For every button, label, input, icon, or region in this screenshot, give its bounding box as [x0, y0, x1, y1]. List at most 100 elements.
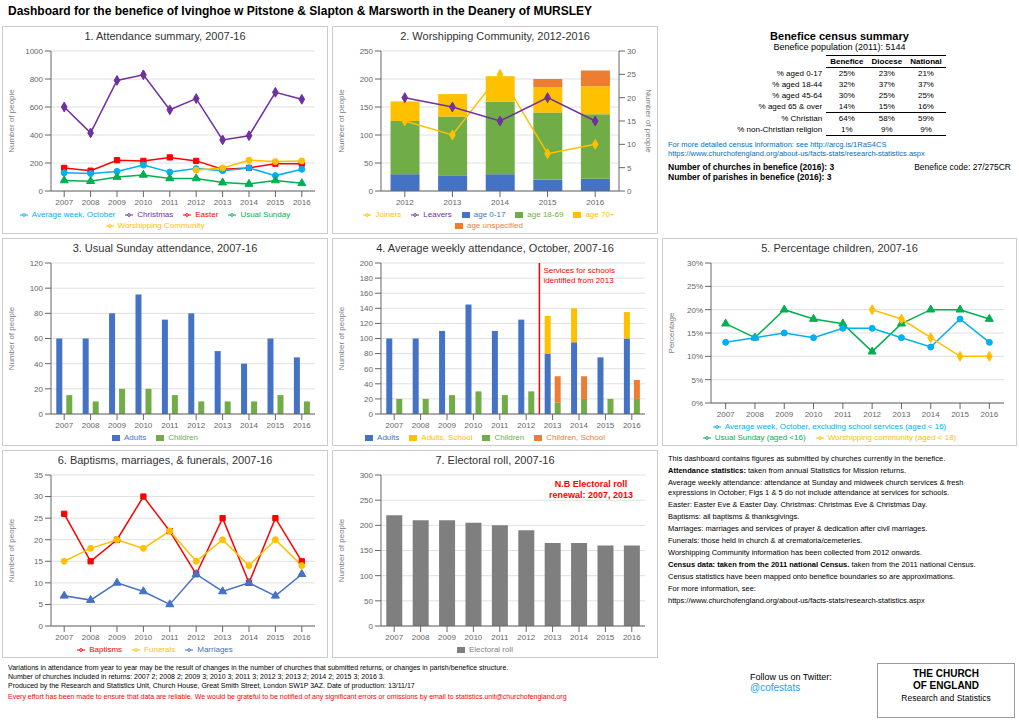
- svg-text:2007: 2007: [55, 633, 73, 642]
- svg-text:0: 0: [39, 622, 44, 631]
- svg-text:2008: 2008: [412, 633, 430, 642]
- svg-text:2010: 2010: [805, 410, 823, 419]
- svg-text:50: 50: [364, 159, 373, 168]
- svg-text:15: 15: [627, 117, 636, 126]
- svg-text:15: 15: [34, 557, 43, 566]
- svg-text:250: 250: [360, 47, 374, 56]
- svg-text:10: 10: [627, 140, 636, 149]
- svg-text:2015: 2015: [267, 633, 285, 642]
- svg-text:2012: 2012: [187, 421, 205, 430]
- svg-text:2014: 2014: [570, 633, 588, 642]
- svg-text:100: 100: [360, 131, 374, 140]
- svg-text:250: 250: [360, 496, 374, 505]
- svg-text:20: 20: [34, 385, 43, 394]
- svg-text:2008: 2008: [82, 421, 100, 430]
- svg-text:25: 25: [627, 70, 636, 79]
- svg-text:2009: 2009: [108, 421, 126, 430]
- svg-text:200: 200: [360, 75, 374, 84]
- svg-text:160: 160: [360, 289, 374, 298]
- svg-text:50: 50: [364, 597, 373, 606]
- svg-text:Percentage: Percentage: [667, 312, 676, 353]
- svg-text:2010: 2010: [135, 633, 153, 642]
- svg-text:200: 200: [360, 521, 374, 530]
- svg-text:60: 60: [34, 334, 43, 343]
- svg-text:Number of people: Number of people: [7, 306, 16, 370]
- svg-text:2012: 2012: [187, 198, 205, 207]
- svg-text:2011: 2011: [161, 421, 179, 430]
- svg-text:5: 5: [627, 164, 632, 173]
- svg-text:140: 140: [360, 304, 374, 313]
- svg-text:180: 180: [360, 274, 374, 283]
- svg-text:30%: 30%: [687, 259, 703, 268]
- svg-text:2016: 2016: [623, 633, 641, 642]
- svg-text:Number of people: Number of people: [337, 89, 346, 153]
- svg-text:10: 10: [34, 579, 43, 588]
- svg-text:80: 80: [34, 309, 43, 318]
- svg-text:0: 0: [369, 187, 374, 196]
- svg-text:2011: 2011: [161, 633, 179, 642]
- svg-text:2014: 2014: [491, 198, 509, 207]
- svg-text:25: 25: [34, 514, 43, 523]
- svg-text:2013: 2013: [214, 633, 232, 642]
- svg-text:800: 800: [30, 75, 44, 84]
- svg-text:25%: 25%: [687, 282, 703, 291]
- svg-text:20: 20: [627, 94, 636, 103]
- svg-text:200: 200: [30, 159, 44, 168]
- svg-text:2013: 2013: [544, 421, 562, 430]
- svg-text:120: 120: [360, 319, 374, 328]
- svg-text:2007: 2007: [717, 410, 735, 419]
- svg-text:20: 20: [364, 395, 373, 404]
- svg-text:2014: 2014: [240, 198, 258, 207]
- svg-text:2015: 2015: [539, 198, 557, 207]
- svg-text:120: 120: [30, 259, 44, 268]
- svg-text:2008: 2008: [82, 198, 100, 207]
- svg-text:2011: 2011: [491, 633, 509, 642]
- svg-text:2011: 2011: [834, 410, 852, 419]
- svg-text:Services for schoolsidentified: Services for schoolsidentified from 2013: [543, 266, 615, 285]
- svg-text:5%: 5%: [691, 376, 703, 385]
- svg-text:Number of people: Number of people: [644, 89, 653, 153]
- svg-text:600: 600: [30, 103, 44, 112]
- svg-text:2012: 2012: [863, 410, 881, 419]
- svg-text:2015: 2015: [597, 633, 615, 642]
- svg-text:2012: 2012: [187, 633, 205, 642]
- svg-text:2016: 2016: [980, 410, 998, 419]
- svg-text:30: 30: [34, 492, 43, 501]
- svg-text:35: 35: [34, 471, 43, 480]
- svg-text:2012: 2012: [517, 633, 535, 642]
- svg-text:20: 20: [34, 536, 43, 545]
- svg-text:100: 100: [360, 334, 374, 343]
- svg-text:5: 5: [39, 600, 44, 609]
- svg-text:2011: 2011: [161, 198, 179, 207]
- svg-text:2016: 2016: [623, 421, 641, 430]
- svg-text:2016: 2016: [293, 198, 311, 207]
- svg-text:2009: 2009: [108, 633, 126, 642]
- svg-text:2016: 2016: [293, 421, 311, 430]
- svg-text:2009: 2009: [438, 633, 456, 642]
- svg-text:2013: 2013: [214, 421, 232, 430]
- svg-text:15%: 15%: [687, 329, 703, 338]
- svg-text:40: 40: [34, 360, 43, 369]
- svg-text:2016: 2016: [586, 198, 604, 207]
- svg-text:2015: 2015: [267, 421, 285, 430]
- svg-text:2010: 2010: [135, 421, 153, 430]
- svg-text:2013: 2013: [544, 633, 562, 642]
- svg-text:2010: 2010: [465, 421, 483, 430]
- svg-text:2007: 2007: [385, 421, 403, 430]
- svg-text:0%: 0%: [691, 399, 703, 408]
- svg-text:Number of people: Number of people: [337, 518, 346, 582]
- svg-text:30: 30: [627, 47, 636, 56]
- svg-text:2007: 2007: [55, 198, 73, 207]
- svg-text:0: 0: [369, 622, 374, 631]
- svg-text:2012: 2012: [396, 198, 414, 207]
- svg-text:40: 40: [364, 380, 373, 389]
- svg-text:2012: 2012: [517, 421, 535, 430]
- svg-text:Number of people: Number of people: [337, 306, 346, 370]
- svg-text:2008: 2008: [412, 421, 430, 430]
- svg-text:2014: 2014: [240, 421, 258, 430]
- svg-text:0: 0: [39, 187, 44, 196]
- svg-text:2014: 2014: [570, 421, 588, 430]
- svg-text:Number of people: Number of people: [7, 518, 16, 582]
- svg-text:2009: 2009: [438, 421, 456, 430]
- svg-text:100: 100: [360, 572, 374, 581]
